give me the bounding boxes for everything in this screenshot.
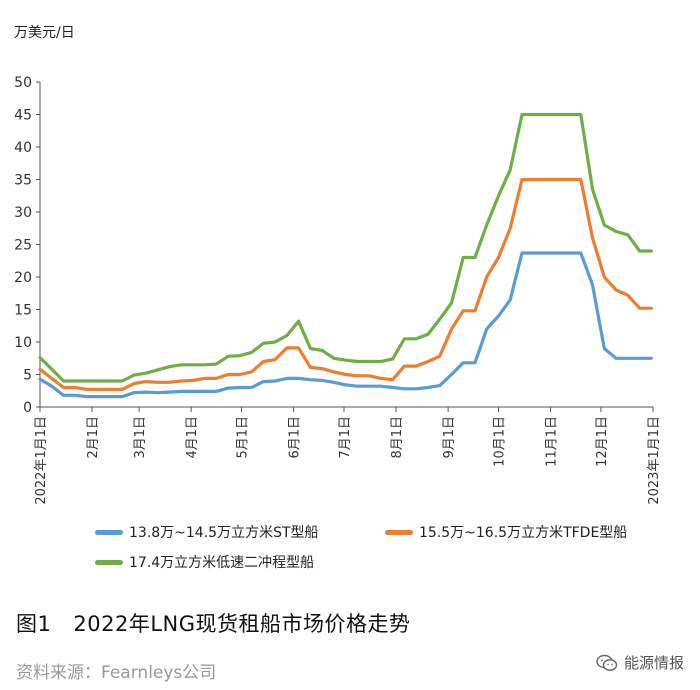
x-tick-label-5: 6月1日: [288, 416, 303, 459]
y-tick-label-6: 30: [14, 205, 32, 221]
legend-swatch-series-1: [95, 529, 123, 535]
y-tick-label-0: 0: [23, 400, 32, 416]
y-tick-label-1: 5: [23, 368, 32, 384]
line-chart: 0 5 10 15 20 25 30 35 40 45 50 2022年1月1日 2月1日 3月1日 4月1…: [14, 75, 662, 505]
x-tick-label-9: 10月1日: [492, 416, 507, 467]
figure-caption-text: 2022年LNG现货租船市场价格走势: [73, 612, 411, 636]
series-line-2: [38, 177, 653, 391]
figure-number: 图1: [16, 612, 52, 636]
legend-item-series-3: 17.4万立方米低速二冲程型船: [95, 552, 314, 572]
legend-swatch-series-3: [95, 559, 123, 565]
x-tick-label-11: 12月1日: [595, 416, 610, 467]
x-tick-label-3: 4月1日: [185, 416, 200, 459]
legend-label-series-3: 17.4万立方米低速二冲程型船: [129, 555, 315, 571]
y-tick-label-9: 45: [14, 108, 32, 124]
y-tick-label-4: 20: [14, 270, 32, 286]
x-tick-label-2: 3月1日: [133, 416, 148, 459]
legend-label-series-1: 13.8万~14.5万立方米ST型船: [129, 525, 319, 541]
y-tick-label-10: 50: [14, 75, 32, 91]
x-tick-label-0: 2022年1月1日: [34, 416, 49, 505]
y-axis-unit: 万美元/日: [14, 25, 75, 41]
watermark-text: 能源情报: [623, 654, 684, 672]
series-line-3: [38, 112, 653, 383]
legend-item-series-1: 13.8万~14.5万立方米ST型船: [95, 522, 319, 542]
legend-swatch-series-2: [385, 529, 413, 535]
figure-caption: 图1 2022年LNG现货租船市场价格走势: [16, 608, 411, 638]
y-tick-label-7: 35: [14, 173, 32, 189]
x-tick-label-4: 5月1日: [236, 416, 251, 459]
x-tick-label-1: 2月1日: [86, 416, 101, 459]
y-tick-label-8: 40: [14, 140, 32, 156]
legend-item-series-2: 15.5万~16.5万立方米TFDE型船: [385, 522, 627, 542]
x-tick-label-10: 11月1日: [545, 416, 560, 467]
watermark: 能源情报: [596, 652, 684, 673]
series-line-1: [38, 251, 653, 399]
y-tick-label-2: 10: [14, 335, 32, 351]
x-tick-label-7: 8月1日: [390, 416, 405, 459]
data-source: 资料来源：Fearnleys公司: [16, 663, 217, 683]
x-tick-label-6: 7月1日: [338, 416, 353, 459]
y-tick-label-3: 15: [14, 303, 32, 319]
y-tick-label-5: 25: [14, 238, 32, 254]
wechat-icon: [596, 654, 618, 671]
x-tick-label-8: 9月1日: [442, 416, 457, 459]
legend-label-series-2: 15.5万~16.5万立方米TFDE型船: [419, 525, 628, 541]
x-tick-label-12: 2023年1月1日: [647, 416, 662, 505]
